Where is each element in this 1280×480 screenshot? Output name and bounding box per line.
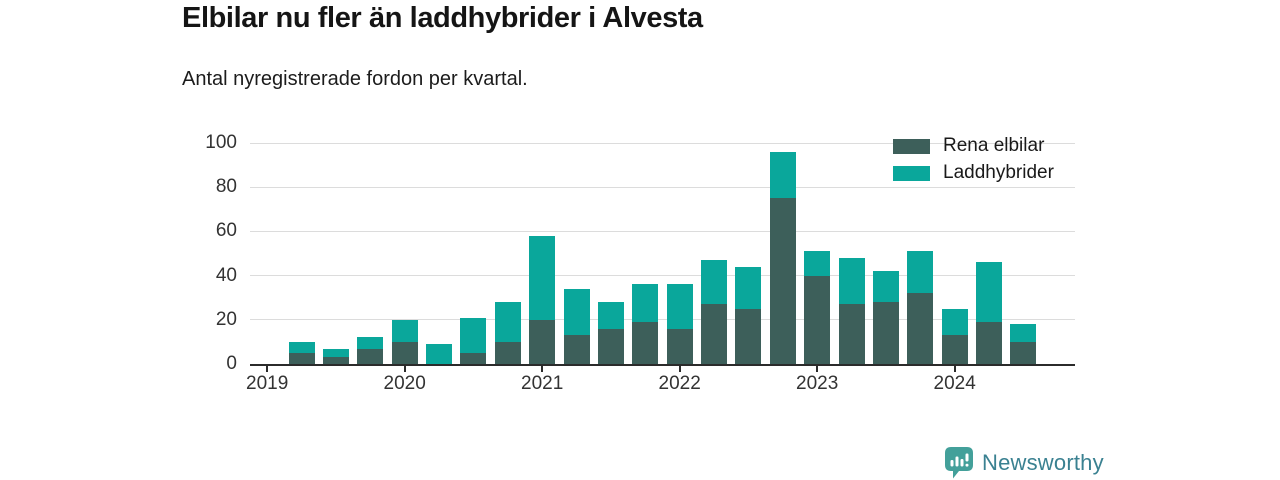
x-axis-label: 2023 [796,373,839,394]
bar-segment-laddhybrider [494,302,521,342]
bar-segment-laddhybrider [391,319,418,342]
x-axis-label: 2024 [933,373,976,394]
legend-item-rena-elbilar: Rena elbilar [893,135,1054,156]
x-axis-label: 2022 [658,373,701,394]
bar-segment-rena-elbilar [494,341,521,364]
gridline [250,319,1075,321]
chart-subtitle: Antal nyregistrerade fordon per kvartal. [182,68,528,90]
bar-segment-rena-elbilar [735,308,762,364]
legend: Rena elbilar Laddhybrider [893,135,1054,192]
bar-segment-rena-elbilar [563,335,590,364]
bar-segment-laddhybrider [529,235,556,320]
bar-chart-pin-icon [945,447,973,479]
bar-segment-rena-elbilar [460,352,487,364]
y-axis-label: 0 [226,353,237,374]
bar-segment-laddhybrider [701,260,728,305]
legend-swatch-rena-elbilar [893,138,930,154]
bar-segment-laddhybrider [288,341,315,353]
bar-segment-rena-elbilar [907,293,934,364]
bar-segment-laddhybrider [426,344,453,364]
bar-segment-laddhybrider [804,251,831,276]
bar-segment-laddhybrider [322,348,349,358]
bar-segment-rena-elbilar [632,322,659,364]
bar-segment-rena-elbilar [357,348,384,364]
bar-segment-laddhybrider [597,302,624,329]
bar-segment-rena-elbilar [288,352,315,364]
bar-segment-laddhybrider [769,151,796,199]
bar-segment-laddhybrider [735,266,762,309]
bar-segment-laddhybrider [976,262,1003,323]
gridline [250,186,1075,188]
bar-segment-rena-elbilar [701,304,728,364]
bar-segment-laddhybrider [632,284,659,323]
legend-swatch-laddhybrider [893,165,930,181]
x-axis-tick [541,366,544,372]
bar-segment-laddhybrider [838,257,865,305]
y-axis-label: 80 [215,176,237,198]
x-axis-tick [678,366,681,372]
bar-segment-laddhybrider [941,308,968,336]
x-axis-tick [266,366,269,372]
bar-segment-rena-elbilar [1010,341,1037,364]
gridline [250,142,1075,144]
bar-segment-rena-elbilar [872,302,899,364]
y-axis-label: 40 [215,264,237,286]
bar-segment-rena-elbilar [838,304,865,364]
x-axis-label: 2021 [521,373,564,394]
bar-segment-rena-elbilar [804,275,831,364]
bar-segment-rena-elbilar [769,198,796,364]
x-axis-label: 2020 [383,373,426,394]
newsworthy-logo[interactable]: Newsworthy [945,447,1104,479]
bar-segment-rena-elbilar [391,341,418,364]
legend-label-laddhybrider: Laddhybrider [943,162,1054,183]
bar-segment-rena-elbilar [597,328,624,364]
legend-label-rena-elbilar: Rena elbilar [943,135,1045,156]
gridline [250,230,1075,232]
newsworthy-brand-text: Newsworthy [982,450,1104,475]
bar-segment-rena-elbilar [322,357,349,364]
bar-segment-laddhybrider [872,271,899,303]
y-axis-label: 20 [215,308,237,330]
y-axis-label: 60 [215,220,237,242]
bar-segment-rena-elbilar [941,335,968,364]
x-axis-tick [953,366,956,372]
y-axis-label: 100 [205,132,237,153]
legend-item-laddhybrider: Laddhybrider [893,162,1054,183]
chart-title: Elbilar nu fler än laddhybrider i Alvest… [182,2,703,34]
x-axis-label: 2019 [246,373,289,394]
bar-segment-laddhybrider [907,251,934,294]
bar-segment-laddhybrider [666,284,693,329]
x-axis-tick [403,366,406,372]
bar-segment-rena-elbilar [976,322,1003,364]
plot-area: 0 20 40 60 80 100 2019 2020 2021 2022 2023 2024 [205,132,1075,394]
x-axis-tick [816,366,819,372]
bar-segment-laddhybrider [563,288,590,336]
bar-segment-laddhybrider [460,317,487,353]
bar-segment-rena-elbilar [529,319,556,364]
gridline [250,275,1075,277]
x-axis-line [250,364,1075,366]
bar-segment-rena-elbilar [666,328,693,364]
bar-segment-laddhybrider [357,337,384,349]
bar-segment-laddhybrider [1010,324,1037,342]
